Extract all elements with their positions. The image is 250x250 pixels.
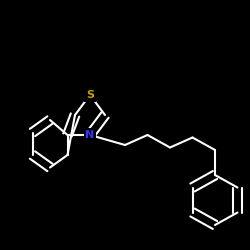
Text: S: S <box>86 90 94 100</box>
Text: N: N <box>86 130 94 140</box>
